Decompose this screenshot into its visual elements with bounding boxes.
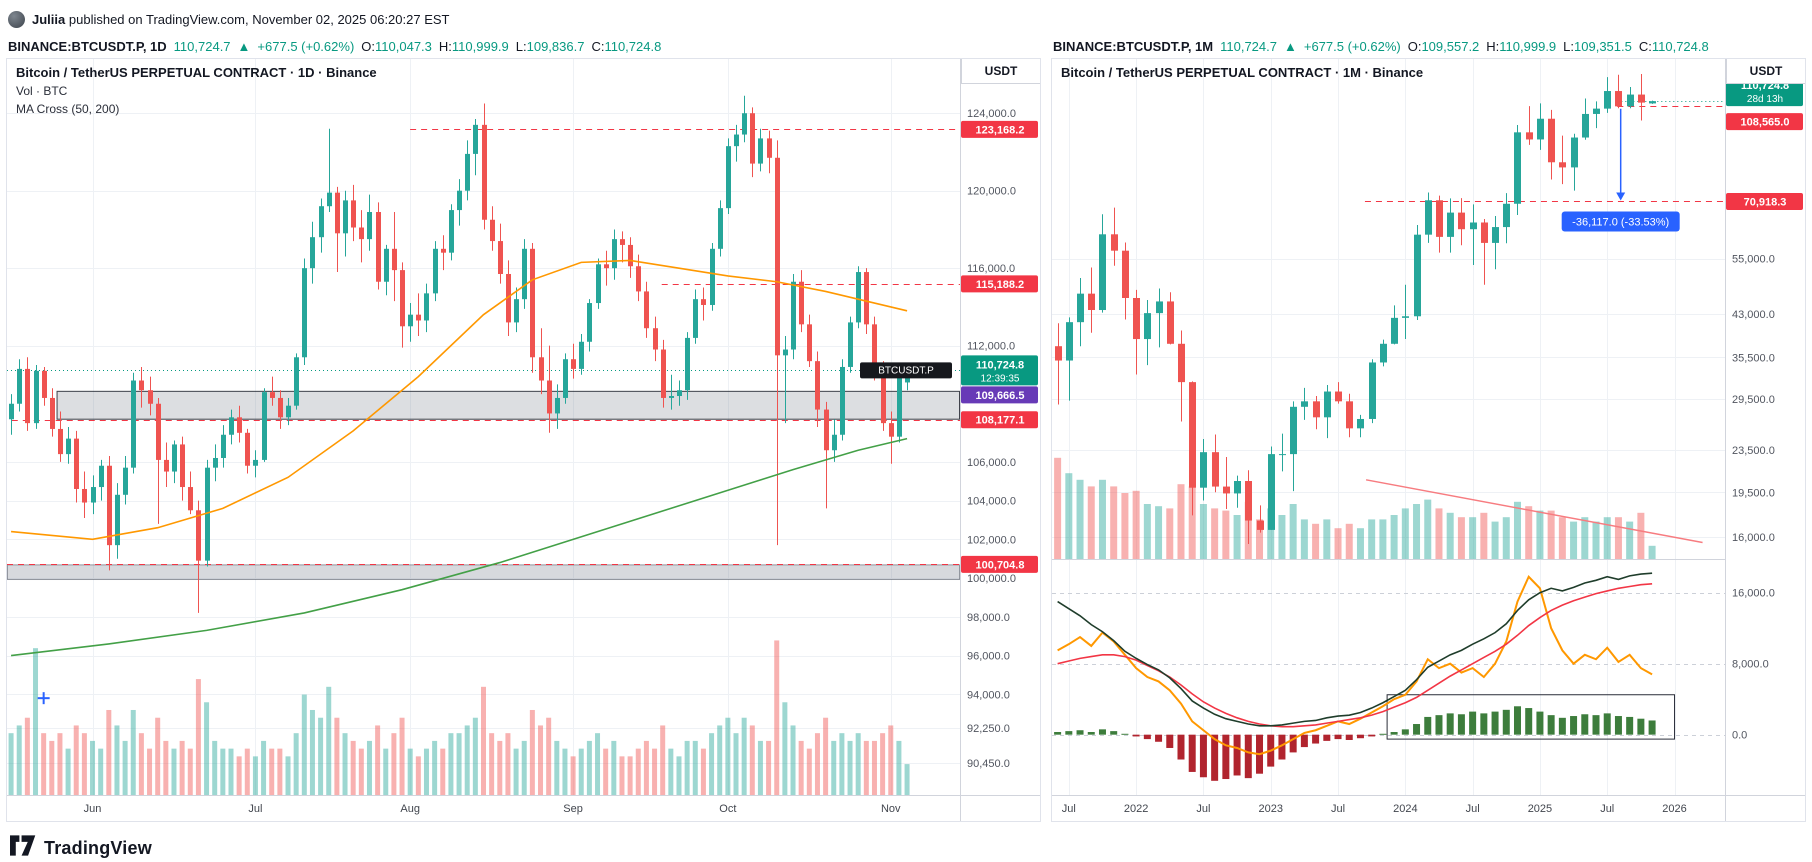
monthly-open: O:109,557.2 [1408, 39, 1480, 54]
close-label: C: [1638, 38, 1652, 54]
daily-chart-box: Bitcoin / TetherUS PERPETUAL CONTRACT · … [6, 58, 1041, 822]
monthly-close: C:110,724.8 [1639, 39, 1709, 54]
attribution-username[interactable]: Juliia [32, 11, 66, 27]
daily-chart-panel: BINANCE:BTCUSDT.P, 1D 110,724.7 ▲ +677.5… [6, 34, 1041, 822]
high-label: H: [438, 38, 452, 54]
close-value: 110,724.8 [604, 38, 662, 54]
daily-chart-canvas[interactable] [7, 59, 1040, 821]
tradingview-logo-icon[interactable] [10, 835, 36, 861]
close-value: 110,724.8 [1651, 38, 1709, 54]
monthly-symbol[interactable]: BINANCE:BTCUSDT.P, 1M [1053, 38, 1214, 54]
monthly-last-price: 110,724.7 [1220, 38, 1277, 54]
monthly-chart-box: Bitcoin / TetherUS PERPETUAL CONTRACT · … [1051, 58, 1806, 822]
monthly-change: +677.5 (+0.62%) [1303, 38, 1401, 54]
monthly-currency-unit-button[interactable]: USDT [1726, 59, 1805, 84]
daily-symbol[interactable]: BINANCE:BTCUSDT.P, 1D [8, 38, 167, 54]
avatar[interactable] [8, 10, 25, 28]
open-label: O: [361, 38, 376, 54]
attribution-bar: Juliia published on TradingView.com, Nov… [0, 0, 1812, 32]
attribution-text: Juliia published on TradingView.com, Nov… [32, 12, 450, 27]
attribution-rest: published on TradingView.com, November 0… [68, 11, 450, 27]
close-label: C: [591, 38, 605, 54]
open-label: O: [1407, 38, 1422, 54]
high-label: H: [1486, 38, 1500, 54]
up-arrow-icon: ▲ [1283, 38, 1297, 54]
low-value: 109,836.7 [526, 38, 585, 54]
monthly-high: H:110,999.9 [1486, 39, 1556, 54]
high-value: 110,999.9 [1499, 38, 1557, 54]
monthly-symbol-header: BINANCE:BTCUSDT.P, 1M 110,724.7 ▲ +677.5… [1051, 34, 1806, 58]
footer: TradingView [0, 822, 1812, 861]
low-label: L: [1563, 38, 1575, 54]
daily-last-price: 110,724.7 [173, 38, 231, 54]
up-arrow-icon: ▲ [237, 38, 251, 54]
tradingview-brand[interactable]: TradingView [44, 837, 152, 858]
low-label: L: [515, 38, 527, 54]
daily-open: O:110,047.3 [361, 39, 432, 54]
open-value: 109,557.2 [1421, 38, 1480, 54]
low-value: 109,351.5 [1574, 38, 1632, 54]
monthly-low: L:109,351.5 [1563, 39, 1632, 54]
monthly-chart-panel: BINANCE:BTCUSDT.P, 1M 110,724.7 ▲ +677.5… [1051, 34, 1806, 822]
daily-low: L:109,836.7 [516, 39, 585, 54]
high-value: 110,999.9 [451, 38, 509, 54]
daily-currency-unit-button[interactable]: USDT [961, 59, 1040, 84]
daily-close: C:110,724.8 [591, 39, 661, 54]
daily-high: H:110,999.9 [439, 39, 509, 54]
charts-row: BINANCE:BTCUSDT.P, 1D 110,724.7 ▲ +677.5… [0, 32, 1812, 822]
open-value: 110,047.3 [375, 38, 432, 54]
monthly-chart-canvas[interactable] [1052, 59, 1805, 821]
daily-symbol-header: BINANCE:BTCUSDT.P, 1D 110,724.7 ▲ +677.5… [6, 34, 1041, 58]
daily-change: +677.5 (+0.62%) [257, 38, 355, 54]
